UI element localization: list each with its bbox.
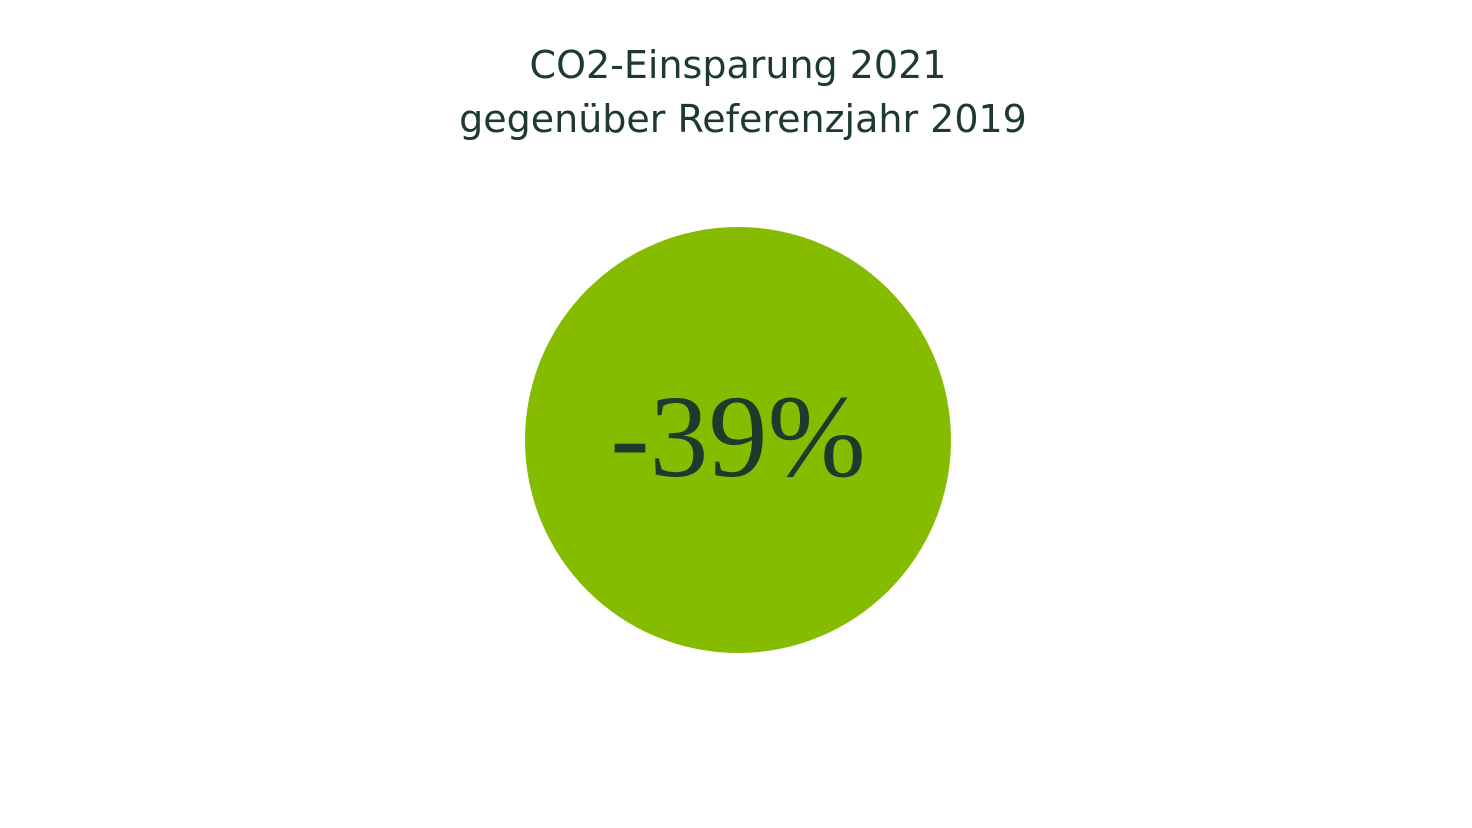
highlight-circle bbox=[525, 227, 951, 653]
title-line: gegenüber Referenzjahr 2019 bbox=[459, 97, 1027, 141]
highlight-value: -39% bbox=[610, 371, 866, 502]
title-line: CO2-Einsparung 2021 bbox=[530, 43, 947, 87]
